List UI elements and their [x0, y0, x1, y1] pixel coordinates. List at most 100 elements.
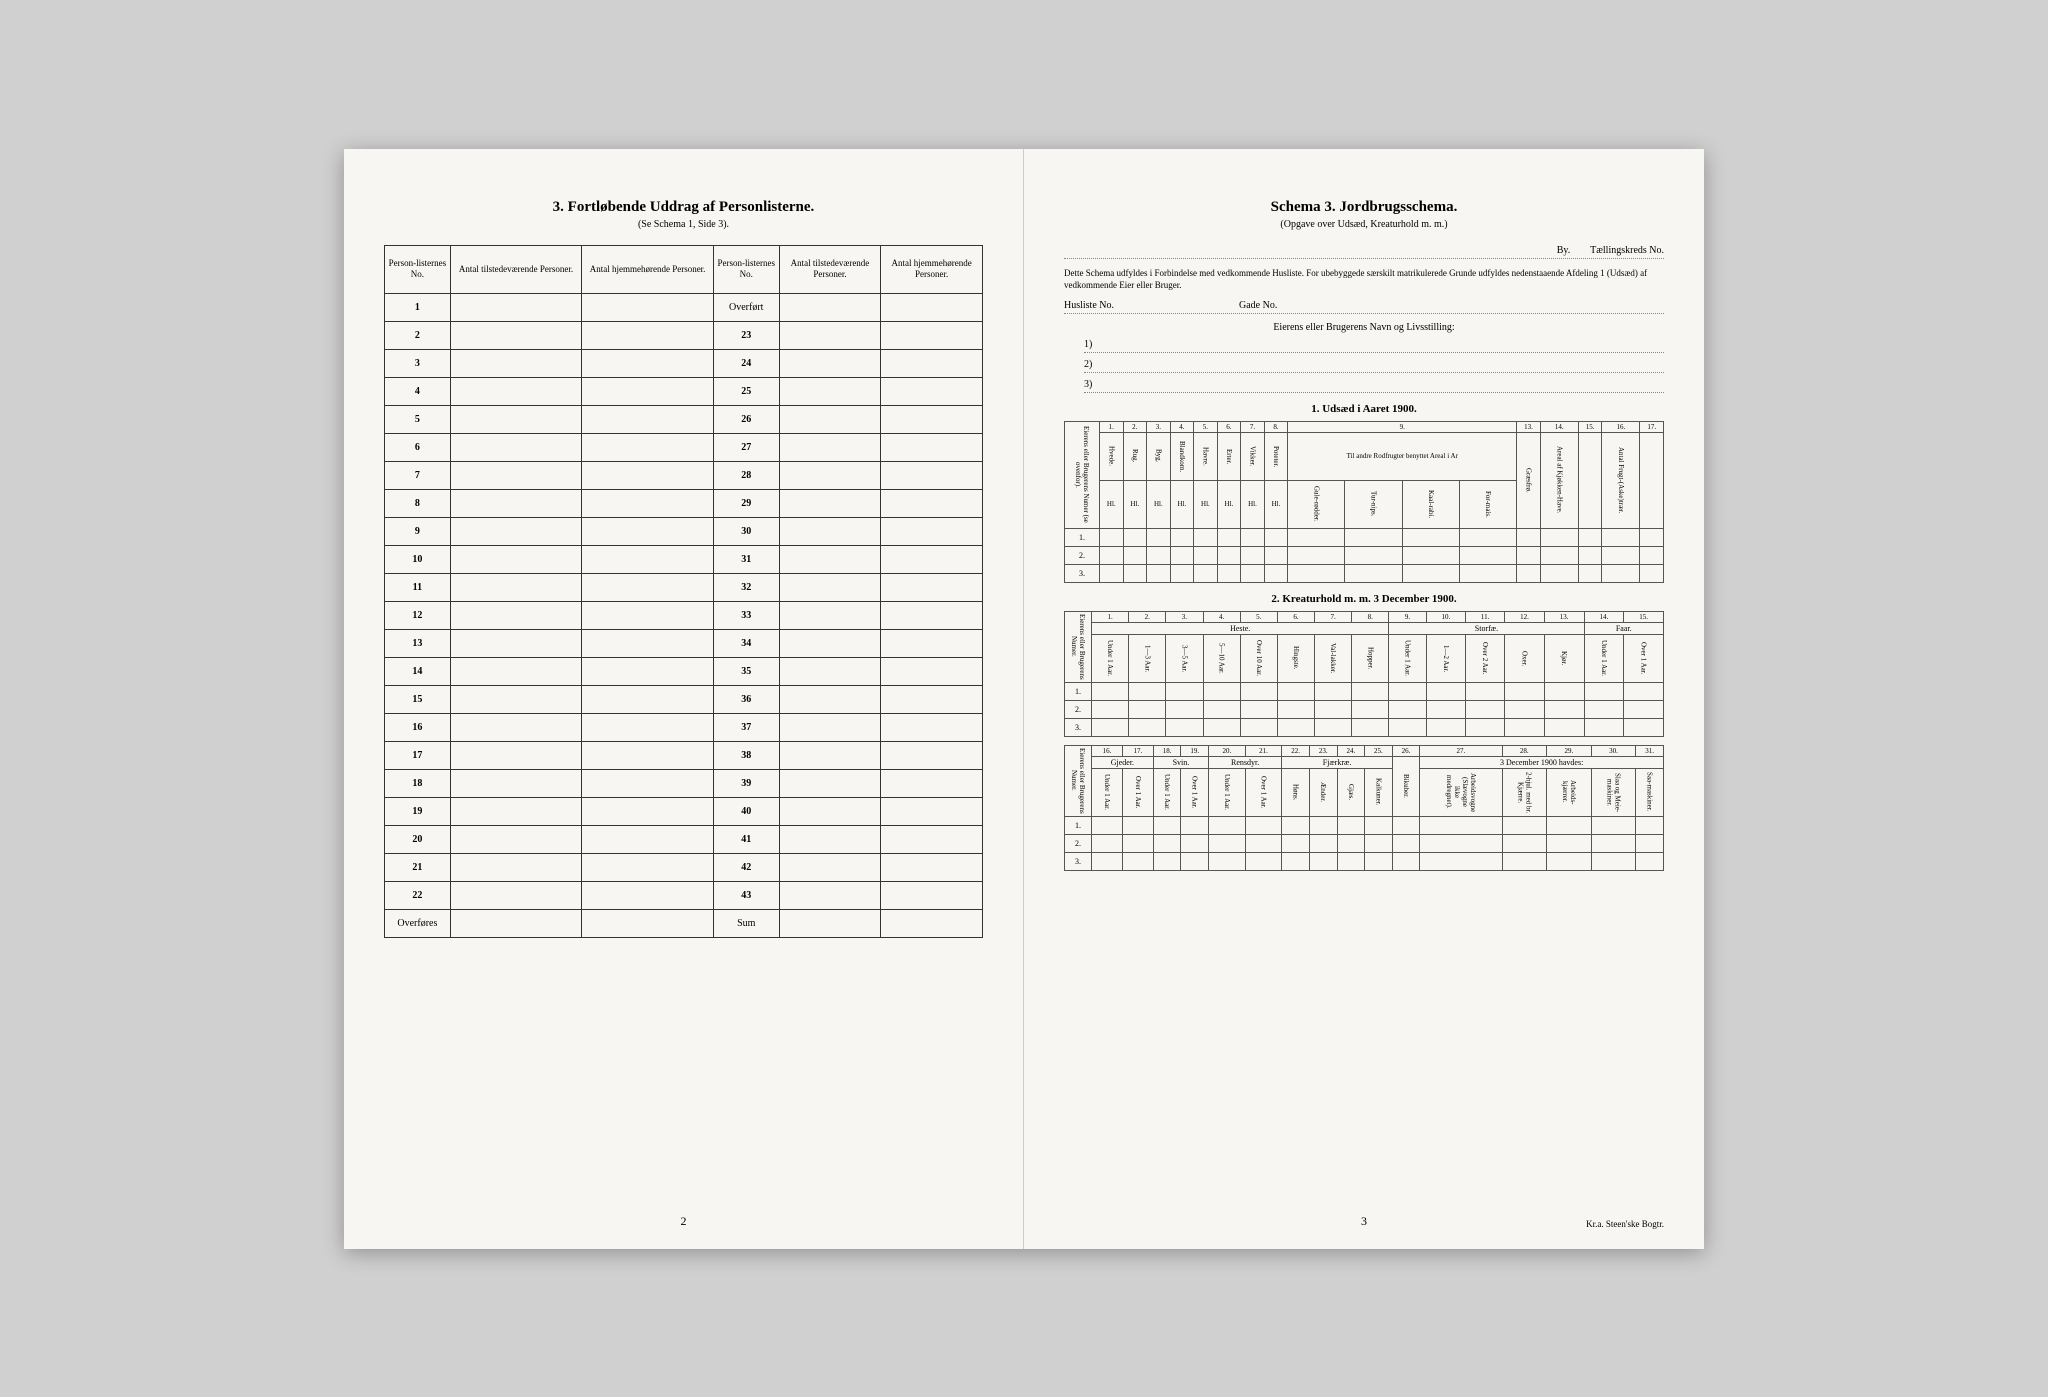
right-page-subtitle: (Opgave over Udsæd, Kreaturhold m. m.) [1064, 219, 1664, 230]
row-num-b: 30 [713, 517, 779, 545]
name-line-2: 2) [1084, 359, 1664, 373]
cell [1153, 816, 1181, 834]
cell [1640, 528, 1664, 546]
cell [1426, 700, 1466, 718]
cell [1502, 834, 1547, 852]
cell [881, 685, 983, 713]
cell [1217, 546, 1241, 564]
cell [881, 741, 983, 769]
cell [582, 741, 714, 769]
cell [582, 573, 714, 601]
cell [450, 629, 582, 657]
row-num-a: 9 [385, 517, 451, 545]
cell [1459, 546, 1516, 564]
cell [1365, 834, 1393, 852]
cell [582, 769, 714, 797]
cell [1209, 852, 1246, 870]
table-row: 3. [1065, 852, 1664, 870]
cell [1277, 718, 1314, 736]
cell [1337, 852, 1365, 870]
cell [779, 909, 881, 937]
row-num-b: 37 [713, 713, 779, 741]
table-row: 6 27 [385, 433, 983, 461]
cell [1591, 816, 1636, 834]
cell [881, 573, 983, 601]
cell [779, 321, 881, 349]
cell [1264, 564, 1288, 582]
cell [1591, 852, 1636, 870]
row-num-b: 41 [713, 825, 779, 853]
cell [779, 601, 881, 629]
cell [1092, 682, 1129, 700]
cell [1547, 834, 1592, 852]
cell [1640, 564, 1664, 582]
col-header: Antal tilstedeværende Personer. [450, 245, 582, 293]
cell [1194, 546, 1218, 564]
cell [1517, 528, 1541, 546]
row-num-a: 12 [385, 601, 451, 629]
cell [1277, 700, 1314, 718]
cell [1315, 718, 1352, 736]
cell [1123, 528, 1147, 546]
cell [1092, 700, 1129, 718]
page-number-right: 3 [1361, 1214, 1367, 1229]
cell [1181, 816, 1209, 834]
table-row: 12 33 [385, 601, 983, 629]
cell [1241, 564, 1265, 582]
cell [1147, 528, 1171, 546]
cell [1264, 546, 1288, 564]
cell [582, 321, 714, 349]
table-row: 2. [1065, 546, 1664, 564]
table-row: 2 23 [385, 321, 983, 349]
cell [1129, 718, 1166, 736]
cell [1578, 564, 1602, 582]
row-num-a: 13 [385, 629, 451, 657]
cell [1578, 528, 1602, 546]
col-header: Person-listernes No. [713, 245, 779, 293]
row-num-b: 31 [713, 545, 779, 573]
cell [779, 741, 881, 769]
cell [1217, 564, 1241, 582]
cell [450, 825, 582, 853]
row-num-b: 42 [713, 853, 779, 881]
cell [1240, 700, 1277, 718]
table-row: 1 Overført [385, 293, 983, 321]
cell [450, 797, 582, 825]
cell [1389, 682, 1426, 700]
cell [1240, 682, 1277, 700]
name-line-1: 1) [1084, 339, 1664, 353]
cell [582, 825, 714, 853]
table-row: 15 36 [385, 685, 983, 713]
cell [779, 657, 881, 685]
cell [779, 517, 881, 545]
cell [450, 321, 582, 349]
cell [1337, 816, 1365, 834]
cell [1420, 852, 1502, 870]
cell [1505, 682, 1545, 700]
cell [582, 657, 714, 685]
cell [1288, 528, 1345, 546]
cell [1264, 528, 1288, 546]
row-num-a: 6 [385, 433, 451, 461]
row-num-b: 39 [713, 769, 779, 797]
cell [1544, 718, 1584, 736]
cell [1092, 816, 1123, 834]
cell [881, 601, 983, 629]
row-num-b: 27 [713, 433, 779, 461]
cell [1578, 546, 1602, 564]
table-row: 2. [1065, 834, 1664, 852]
table-row: Overføres Sum [385, 909, 983, 937]
cell [1602, 546, 1640, 564]
cell [1309, 852, 1337, 870]
cell [1170, 564, 1194, 582]
cell [881, 321, 983, 349]
cell [1345, 564, 1402, 582]
table-row: 7 28 [385, 461, 983, 489]
row-num: 2. [1065, 546, 1100, 564]
table-row: 10 31 [385, 545, 983, 573]
cell [779, 825, 881, 853]
cell [1282, 852, 1310, 870]
cell [1245, 834, 1282, 852]
cell [582, 349, 714, 377]
section1-title: 1. Udsæd i Aaret 1900. [1064, 403, 1664, 415]
